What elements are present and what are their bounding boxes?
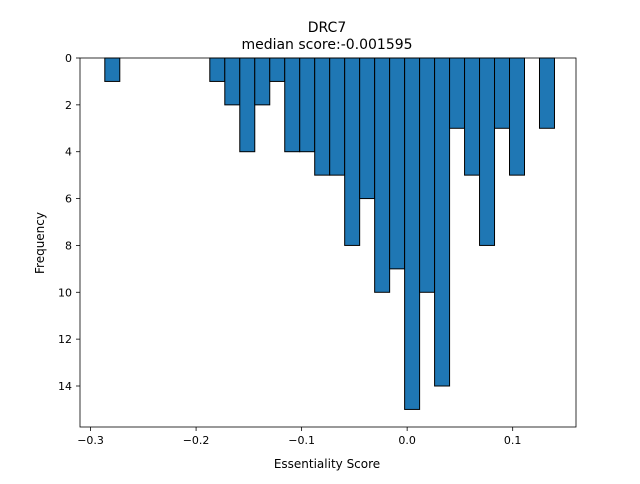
histogram-bar — [224, 57, 241, 106]
y-tick-label: 4 — [65, 146, 72, 159]
y-tick-label: 14 — [58, 380, 72, 393]
histogram-bar — [509, 57, 526, 176]
histogram-bar — [434, 57, 451, 387]
histogram-bar — [538, 57, 555, 129]
chart-subtitle: median score:-0.001595 — [241, 37, 412, 53]
x-tick-label: −0.3 — [77, 434, 104, 447]
x-tick-label: −0.2 — [183, 434, 210, 447]
x-tick-label: 0.0 — [398, 434, 416, 447]
y-tick-label: 0 — [65, 52, 72, 65]
chart-title: DRC7 — [308, 20, 347, 36]
histogram-bar — [464, 57, 481, 176]
histogram-bar — [404, 57, 421, 410]
histogram-bar — [479, 57, 496, 246]
histogram-bar — [494, 57, 511, 129]
y-tick-label: 2 — [65, 99, 72, 112]
y-axis-label: Frequency — [33, 212, 47, 274]
histogram-bar — [344, 57, 361, 246]
histogram-bar — [209, 57, 226, 82]
plot-frame — [79, 57, 577, 428]
y-tick-label: 6 — [65, 193, 72, 206]
x-tick-label: −0.1 — [288, 434, 315, 447]
histogram-bar — [359, 57, 376, 200]
histogram-bar — [284, 57, 301, 153]
y-tick-label: 12 — [58, 333, 72, 346]
histogram-bar — [449, 57, 466, 129]
histogram-bar — [419, 57, 436, 293]
x-axis-label: Essentiality Score — [274, 457, 380, 471]
histogram-bar — [239, 57, 256, 153]
histogram-bar — [389, 57, 406, 270]
histogram-bar — [254, 57, 271, 106]
histogram-bar — [314, 57, 331, 176]
x-tick-label: 0.1 — [504, 434, 522, 447]
x-axis-ticks: −0.3 −0.2 −0.1 0.0 0.1 — [77, 427, 521, 447]
histogram-bar — [299, 57, 316, 153]
y-tick-label: 8 — [65, 239, 72, 252]
histogram-bar — [104, 57, 121, 82]
y-tick-label: 10 — [58, 286, 72, 299]
bars-layer — [104, 57, 555, 410]
histogram-bar — [269, 57, 286, 82]
histogram-bar — [329, 57, 346, 176]
y-axis-ticks: 0 2 4 6 8 10 12 14 — [58, 52, 80, 393]
histogram-bar — [374, 57, 391, 293]
